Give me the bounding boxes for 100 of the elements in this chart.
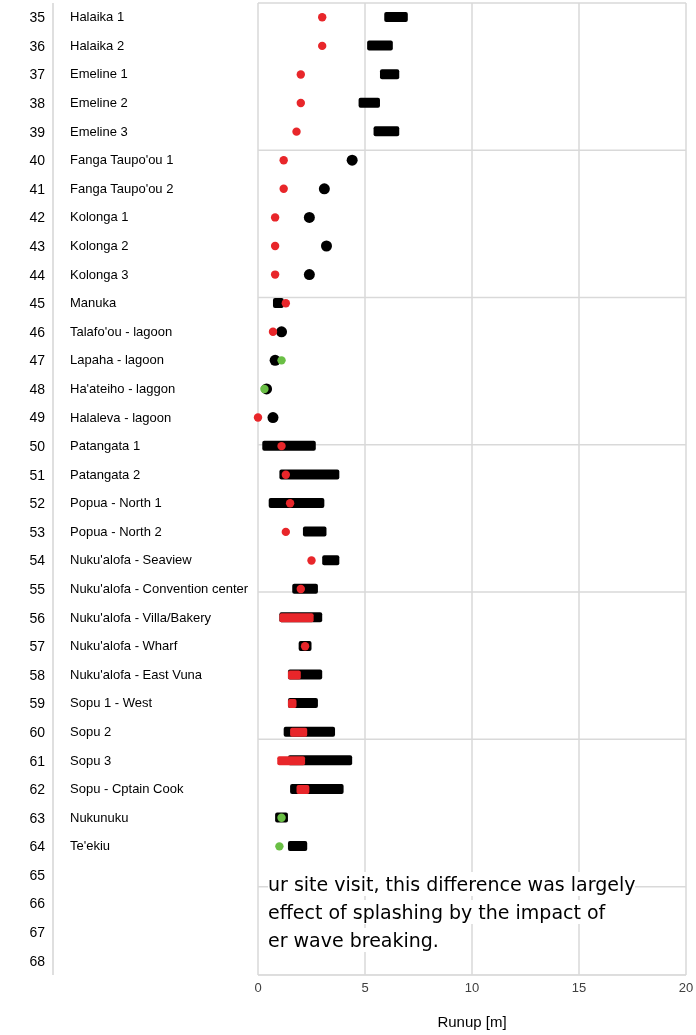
point xyxy=(292,127,301,136)
bar xyxy=(322,555,340,566)
bar xyxy=(384,12,408,22)
point xyxy=(281,527,291,537)
bar xyxy=(290,727,308,737)
point xyxy=(318,13,327,22)
y-tick-label: Sopu 1 - West xyxy=(70,695,153,711)
y2-tick-label: 65 xyxy=(29,866,46,883)
point xyxy=(260,384,269,394)
y-tick-label: Ha'ateiho - laggon xyxy=(70,380,176,396)
y-tick-label: Fanga Taupo'ou 2 xyxy=(70,180,174,196)
point xyxy=(281,470,291,479)
y2-tick-label: 46 xyxy=(29,323,46,340)
point xyxy=(285,499,295,508)
bar xyxy=(367,40,393,51)
point xyxy=(279,156,288,165)
y-tick-label: Nuku'alofa - Wharf xyxy=(70,638,178,654)
y-tick-label: Sopu 3 xyxy=(70,752,112,768)
x-tick-label: 10 xyxy=(464,980,480,996)
x-tick-label: 20 xyxy=(678,980,694,996)
point xyxy=(346,154,358,166)
bar xyxy=(379,69,400,80)
y2-tick-label: 36 xyxy=(29,37,46,54)
x-tick-label: 0 xyxy=(254,980,262,996)
y2-tick-label: 43 xyxy=(29,237,46,254)
point xyxy=(253,413,263,422)
y2-tick-label: 37 xyxy=(29,66,46,83)
y2-tick-label: 60 xyxy=(29,723,46,740)
y2-tick-label: 50 xyxy=(29,438,46,455)
x-tick-label: 5 xyxy=(361,980,369,996)
y-tick-label: Halaika 1 xyxy=(70,9,125,25)
y2-tick-label: 41 xyxy=(29,180,46,197)
bar xyxy=(277,756,306,766)
point xyxy=(277,441,286,451)
y-tick-label: Halaleva - lagoon xyxy=(70,409,172,425)
y2-tick-label: 54 xyxy=(29,552,46,569)
point xyxy=(279,184,288,194)
y2-tick-label: 55 xyxy=(29,581,46,598)
point xyxy=(277,356,286,365)
y2-tick-label: 48 xyxy=(29,380,46,397)
point xyxy=(270,241,280,251)
y-tick-label: Fanga Taupo'ou 1 xyxy=(70,152,174,168)
y2-tick-label: 42 xyxy=(29,209,46,226)
y2-tick-label: 61 xyxy=(29,752,46,769)
y2-tick-label: 38 xyxy=(29,95,46,112)
y-tick-label: Nuku'alofa - Convention center xyxy=(70,581,249,597)
y-tick-label: Nuku'alofa - Villa/Bakery xyxy=(70,609,212,625)
point xyxy=(276,326,288,338)
y2-tick-label: 67 xyxy=(29,924,46,941)
y2-tick-label: 51 xyxy=(29,466,46,483)
y-tick-label: Manuka xyxy=(70,295,118,311)
bar xyxy=(287,841,308,852)
y2-tick-label: 68 xyxy=(29,952,46,969)
y2-tick-label: 53 xyxy=(29,523,46,540)
y-tick-label: Nuku'alofa - Seaview xyxy=(70,552,193,568)
y-tick-label: Kolonga 3 xyxy=(70,266,129,282)
y-tick-label: Sopu 2 xyxy=(70,724,112,739)
y-tick-label: Nukunuku xyxy=(70,809,129,825)
bar xyxy=(279,469,340,480)
point xyxy=(303,269,315,281)
y2-tick-label: 64 xyxy=(29,838,46,855)
y-tick-label: Popua - North 2 xyxy=(70,523,162,539)
y-tick-label: Sopu - Cptain Cook xyxy=(70,781,184,797)
y2-tick-label: 52 xyxy=(29,495,46,512)
annotation: ur site visit, this difference was largely xyxy=(268,872,636,896)
point xyxy=(303,211,315,223)
y-tick-label: Popua - North 1 xyxy=(70,495,162,511)
y-tick-label: Kolonga 2 xyxy=(70,238,129,253)
y2-tick-label: 35 xyxy=(29,9,46,26)
bar xyxy=(287,670,301,680)
point xyxy=(318,41,327,51)
y-tick-label: Emeline 2 xyxy=(70,95,128,111)
y2-tick-label: 49 xyxy=(29,409,46,426)
y2-tick-label: 57 xyxy=(29,638,46,655)
y2-tick-label: 40 xyxy=(29,152,46,169)
y-tick-label: Halaika 2 xyxy=(70,37,125,53)
y2-tick-label: 44 xyxy=(29,266,46,283)
bar xyxy=(296,784,310,794)
point xyxy=(320,240,332,252)
point xyxy=(296,70,305,79)
y-tick-label: Nuku'alofa - East Vuna xyxy=(70,666,203,682)
bar xyxy=(373,126,400,137)
point xyxy=(318,183,330,195)
y-tick-label: Lapaha - lagoon xyxy=(70,352,164,368)
annotation: effect of splashing by the impact of xyxy=(268,900,606,924)
point xyxy=(307,556,316,565)
y-tick-label: Emeline 1 xyxy=(70,66,128,82)
point xyxy=(268,327,278,336)
y2-tick-label: 56 xyxy=(29,609,46,626)
y2-tick-label: 66 xyxy=(29,895,46,912)
bar xyxy=(358,97,380,108)
point xyxy=(281,298,291,308)
x-axis-title: Runup [m] xyxy=(437,1013,507,1030)
y-tick-label: Patangata 2 xyxy=(70,466,141,482)
y2-tick-label: 62 xyxy=(29,781,46,798)
y2-tick-label: 45 xyxy=(29,295,46,312)
x-tick-label: 15 xyxy=(571,980,587,996)
y2-tick-label: 39 xyxy=(29,123,46,140)
y2-tick-label: 47 xyxy=(29,352,46,369)
annotation: er wave breaking. xyxy=(268,928,439,952)
